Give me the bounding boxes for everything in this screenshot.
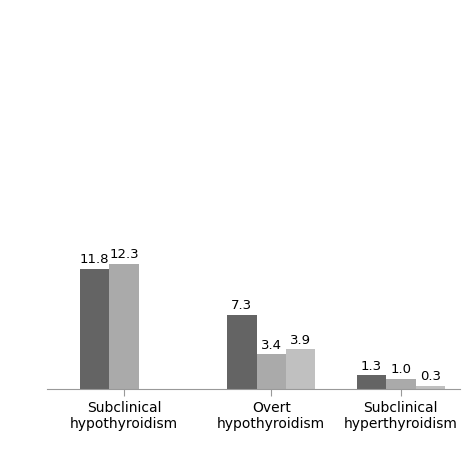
Text: 7.3: 7.3: [231, 299, 252, 312]
Text: 1.0: 1.0: [391, 363, 411, 376]
Bar: [109, 264, 139, 389]
Bar: [356, 375, 386, 389]
Text: 3.4: 3.4: [261, 338, 282, 352]
Bar: [256, 354, 286, 389]
Bar: [80, 269, 109, 389]
Bar: [227, 315, 256, 389]
Text: 11.8: 11.8: [80, 253, 109, 266]
Text: 0.3: 0.3: [420, 370, 441, 383]
Text: 1.3: 1.3: [361, 360, 382, 373]
Bar: [286, 349, 315, 389]
Bar: [386, 379, 416, 389]
Text: 12.3: 12.3: [109, 248, 139, 261]
Text: 3.9: 3.9: [290, 334, 311, 346]
Bar: [416, 386, 445, 389]
